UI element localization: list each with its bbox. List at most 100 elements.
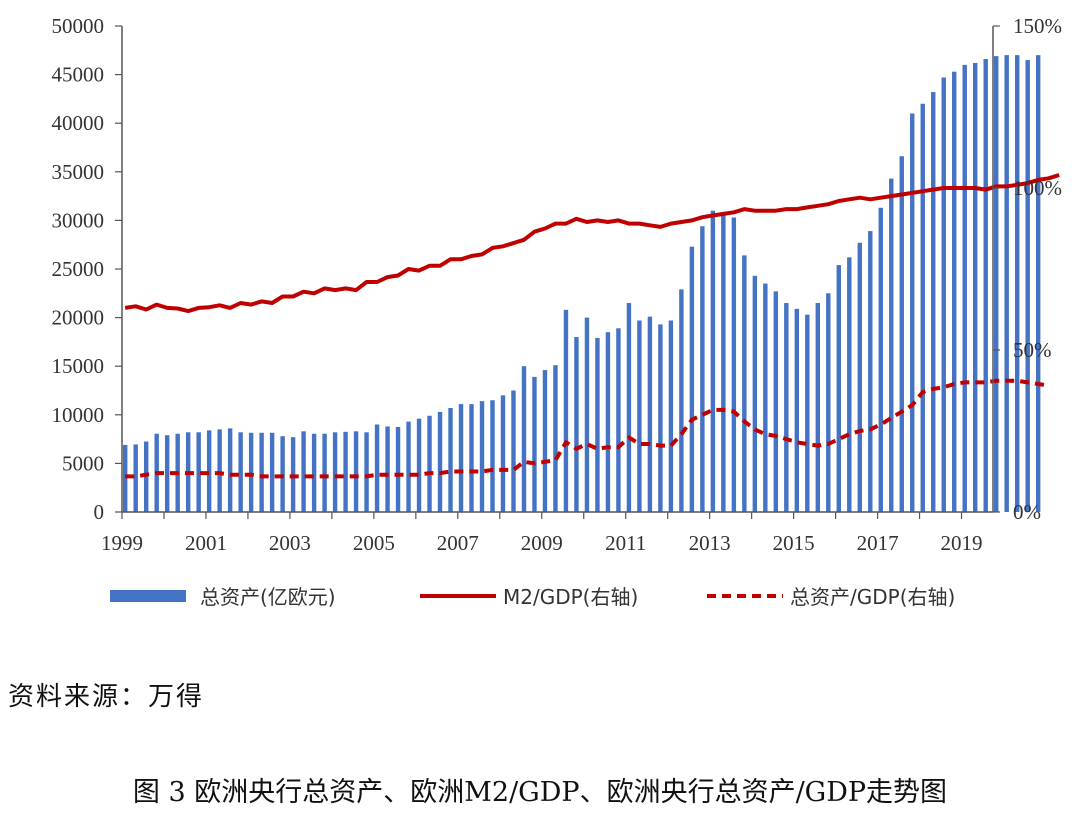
bar-total-assets	[301, 431, 306, 512]
bar-total-assets	[458, 404, 464, 512]
bar-total-assets	[752, 275, 758, 512]
bar-total-assets	[1014, 55, 1020, 512]
y-left-tick-label: 10000	[52, 403, 105, 427]
y-left-tick-label: 25000	[52, 257, 105, 281]
y-left-tick-label: 5000	[62, 451, 104, 475]
bar-total-assets	[133, 444, 138, 512]
bar-total-assets	[815, 303, 821, 512]
y-left-tick-label: 50000	[52, 14, 105, 38]
bar-total-assets	[123, 444, 128, 512]
bar-total-assets	[196, 432, 201, 512]
bar-total-assets	[280, 436, 285, 512]
bar-total-assets	[700, 226, 705, 512]
bar-total-assets	[794, 308, 800, 512]
bar-series-total-assets	[123, 55, 1041, 513]
bar-total-assets	[322, 433, 327, 512]
bar-total-assets	[353, 431, 359, 512]
bar-total-assets	[521, 366, 527, 512]
bar-total-assets	[994, 56, 999, 513]
bar-total-assets	[805, 314, 810, 512]
bar-total-assets	[773, 291, 779, 512]
y-left-tick-label: 35000	[52, 160, 105, 184]
bar-total-assets	[374, 424, 380, 512]
y-left-tick-label: 20000	[52, 306, 105, 330]
chart: 0 5000 10000 15000 20000 25000 30000 35000 40000…	[52, 14, 1063, 609]
legend-label-m2-gdp: M2/GDP(右轴)	[503, 585, 638, 609]
line-assets-gdp	[125, 378, 1050, 479]
bar-total-assets	[721, 212, 726, 512]
bar-total-assets	[952, 71, 957, 513]
y-left-tick-label: 15000	[52, 354, 105, 378]
bar-total-assets	[847, 257, 852, 512]
bar-total-assets	[385, 426, 390, 512]
bar-total-assets	[836, 265, 841, 512]
x-tick-label: 2015	[773, 531, 815, 555]
bar-total-assets	[1025, 60, 1030, 513]
bar-total-assets	[311, 433, 317, 512]
bar-total-assets	[910, 113, 915, 512]
bar-total-assets	[227, 428, 233, 512]
bar-total-assets	[1004, 55, 1009, 512]
bar-total-assets	[259, 432, 264, 512]
bar-total-assets	[626, 303, 632, 512]
bar-total-assets	[248, 432, 254, 512]
bar-total-assets	[584, 317, 590, 512]
y-left-tick-label: 0	[94, 500, 105, 524]
legend-label-assets-gdp: 总资产/GDP(右轴)	[790, 585, 955, 609]
bar-total-assets	[490, 400, 495, 512]
bar-total-assets	[710, 210, 716, 512]
bar-total-assets	[164, 435, 170, 512]
bar-total-assets	[595, 338, 600, 512]
bar-total-assets	[238, 432, 243, 512]
bar-total-assets	[574, 337, 579, 512]
x-tick-label: 2011	[605, 531, 646, 555]
bar-total-assets	[920, 103, 925, 512]
bar-total-assets	[427, 415, 432, 512]
bar-total-assets	[658, 324, 663, 512]
bar-total-assets	[532, 376, 537, 512]
bar-total-assets	[406, 421, 411, 512]
figure-caption: 图 3 欧洲央行总资产、欧洲M2/GDP、欧洲央行总资产/GDP走势图	[132, 777, 948, 808]
bar-total-assets	[899, 156, 904, 513]
bar-total-assets	[448, 407, 453, 512]
bar-total-assets	[941, 77, 946, 513]
y-right-tick-label: 150%	[1013, 14, 1062, 38]
bar-total-assets	[269, 432, 275, 512]
y-right-tick-label: 50%	[1013, 338, 1052, 362]
bar-total-assets	[962, 64, 967, 512]
bar-total-assets	[1035, 55, 1041, 512]
bar-total-assets	[469, 404, 474, 512]
x-tick-label: 1999	[101, 531, 143, 555]
y-left-tick-label: 40000	[52, 111, 105, 135]
bar-total-assets	[217, 429, 222, 512]
x-tick-label: 2005	[353, 531, 395, 555]
bar-total-assets	[878, 207, 883, 512]
x-tick-label: 2017	[857, 531, 899, 555]
bar-total-assets	[668, 320, 674, 512]
bar-total-assets	[689, 246, 695, 513]
bar-total-assets	[605, 332, 611, 512]
bar-total-assets	[206, 430, 212, 512]
x-tick-label: 2003	[269, 531, 311, 555]
bar-total-assets	[395, 426, 401, 512]
bar-total-assets	[889, 178, 894, 512]
legend-label-total-assets: 总资产(亿欧元)	[200, 585, 336, 609]
bar-total-assets	[931, 92, 936, 512]
bar-total-assets	[332, 432, 338, 512]
bar-total-assets	[143, 441, 149, 512]
bar-total-assets	[857, 242, 862, 513]
x-tick-label: 2013	[689, 531, 731, 555]
bar-total-assets	[616, 328, 621, 512]
line-m2-gdp	[124, 173, 1060, 314]
x-tick-label: 2001	[185, 531, 227, 555]
legend-swatch-total-assets	[110, 590, 186, 602]
bar-total-assets	[763, 283, 768, 512]
bar-total-assets	[679, 289, 684, 512]
bar-total-assets	[553, 365, 558, 512]
y-right-tick-label: 0%	[1013, 500, 1041, 524]
x-tick-label: 2019	[941, 531, 983, 555]
y-left-tick-label: 30000	[52, 208, 105, 232]
axes: 0 5000 10000 15000 20000 25000 30000 35000 40000…	[52, 14, 1063, 555]
bar-total-assets	[868, 231, 873, 513]
y-right-tick-label: 100%	[1013, 176, 1062, 200]
